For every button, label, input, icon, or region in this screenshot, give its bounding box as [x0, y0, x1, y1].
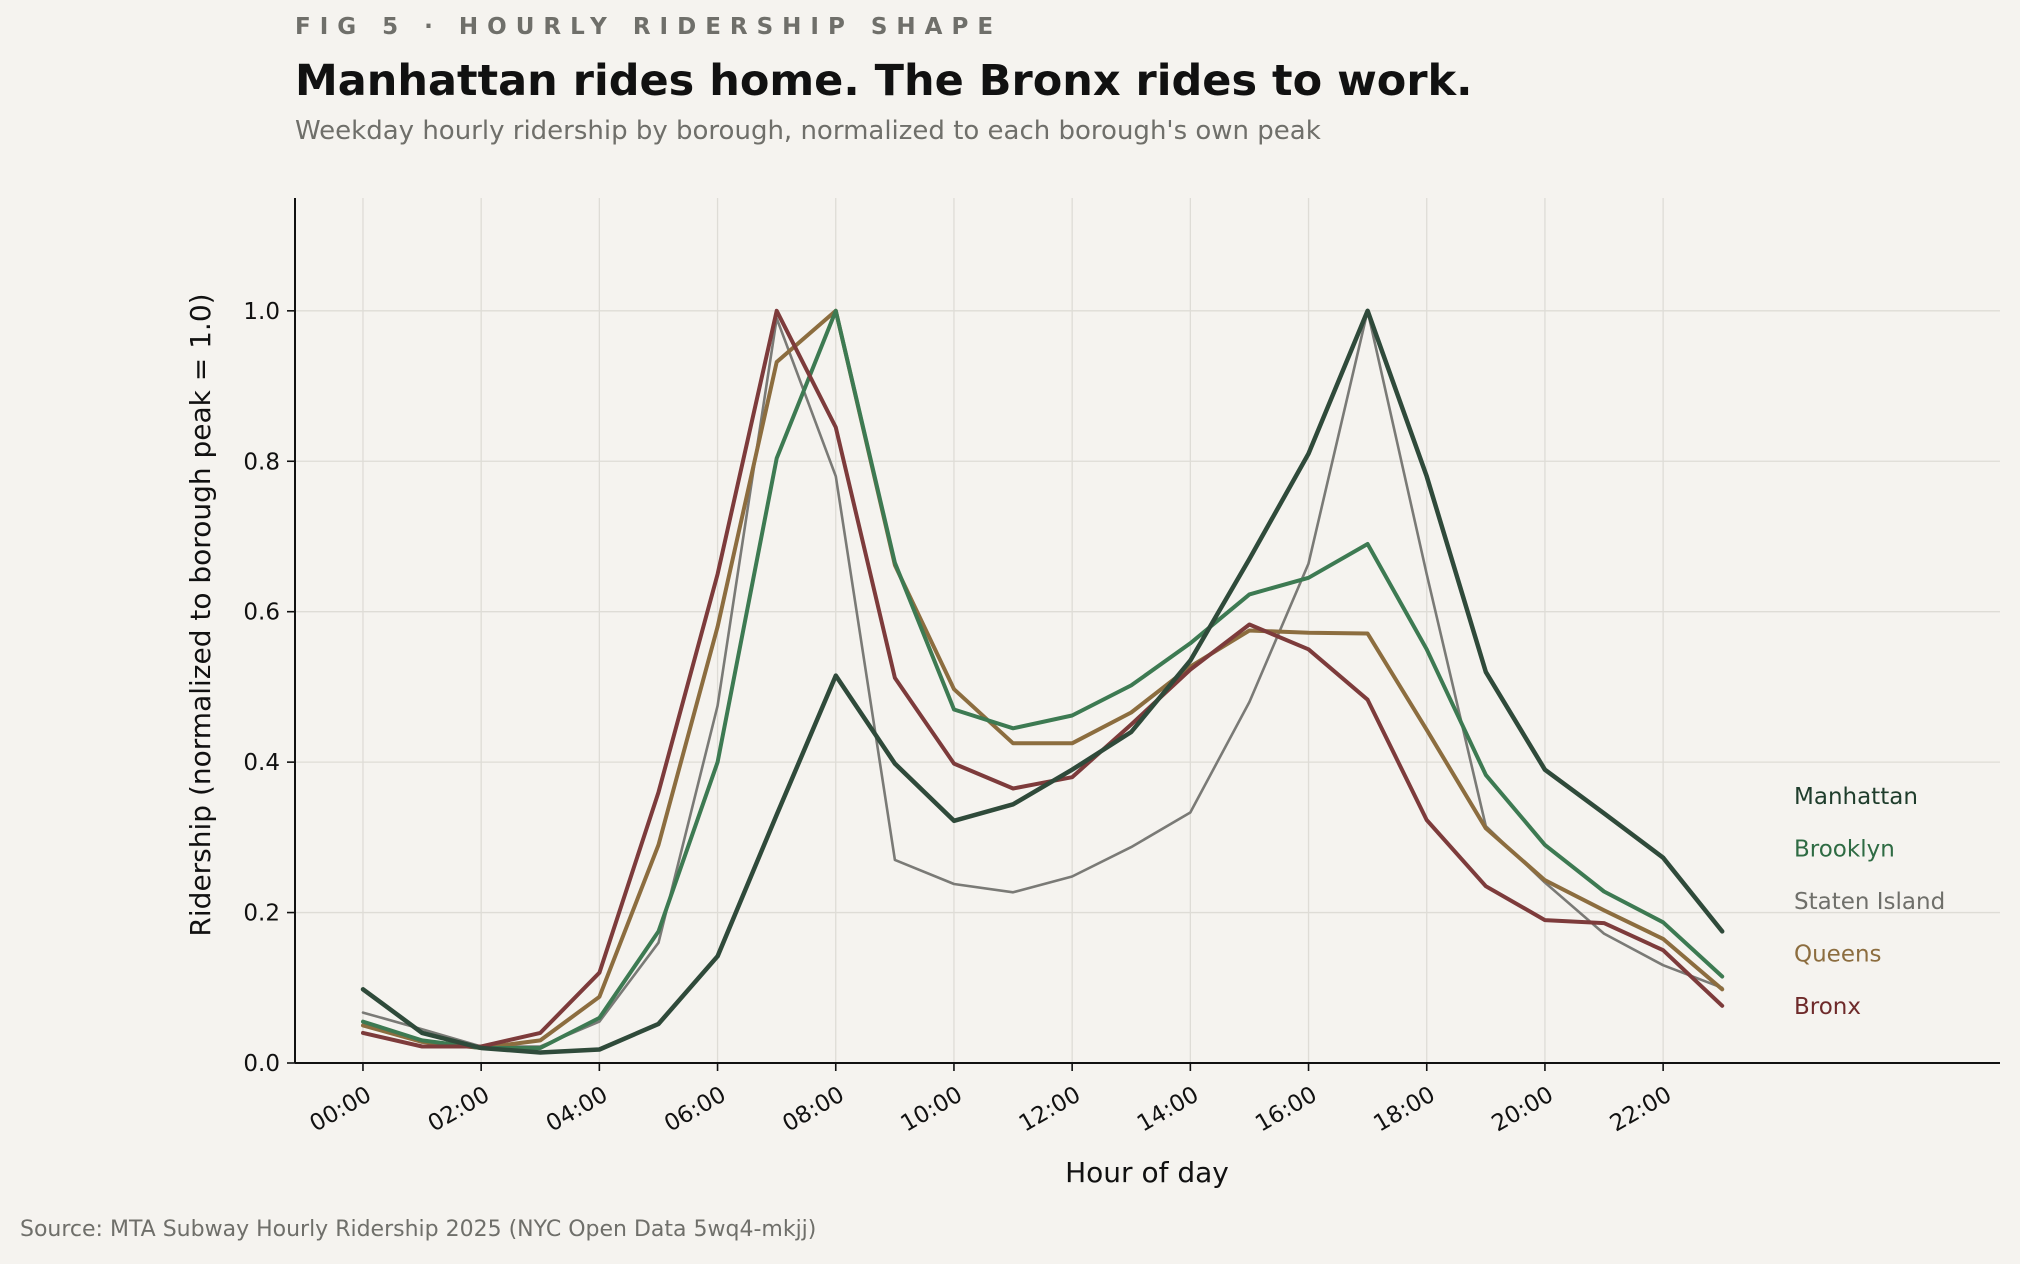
series-line-brooklyn	[361, 308, 1725, 1050]
axes	[294, 198, 2000, 1064]
x-tick-label: 10:00	[897, 1082, 967, 1138]
x-tick-label: 00:00	[306, 1082, 376, 1138]
legend-label-bronx: Bronx	[1794, 994, 1861, 1020]
legend-label-staten-island: Staten Island	[1794, 889, 1945, 915]
figure-kicker: FIG 5 · HOURLY RIDERSHIP SHAPE	[295, 14, 1003, 40]
x-axis-label: Hour of day	[1065, 1156, 1229, 1189]
x-tick-label: 20:00	[1488, 1082, 1558, 1138]
series-line-manhattan	[360, 308, 1725, 1055]
legend-label-manhattan: Manhattan	[1794, 784, 1918, 810]
legend-label-brooklyn: Brooklyn	[1794, 837, 1895, 863]
y-tick-label: 0.8	[243, 449, 280, 475]
x-tick-label: 14:00	[1133, 1082, 1203, 1138]
y-tick-label: 0.6	[243, 600, 280, 626]
x-tick-label: 04:00	[542, 1082, 612, 1138]
source-note: Source: MTA Subway Hourly Ridership 2025…	[20, 1217, 817, 1242]
x-tick-label: 16:00	[1251, 1082, 1321, 1138]
y-tick-label: 0.2	[243, 901, 280, 927]
x-tick-label: 08:00	[778, 1082, 848, 1138]
y-axis-label: Ridership (normalized to borough peak = …	[184, 293, 217, 936]
chart-subtitle: Weekday hourly ridership by borough, nor…	[295, 116, 1321, 146]
grid-lines	[295, 198, 2000, 1064]
x-tick-label: 18:00	[1369, 1082, 1439, 1138]
x-tick-label: 02:00	[424, 1082, 494, 1138]
y-tick-label: 1.0	[243, 299, 280, 325]
series-line-queens	[361, 308, 1725, 1050]
x-tick-label: 06:00	[660, 1082, 730, 1138]
legend: Manhattan Brooklyn Staten Island Queens Bron…	[1794, 784, 1945, 1020]
series-lines	[360, 308, 1725, 1055]
x-tick-label: 12:00	[1015, 1082, 1085, 1138]
x-tick-label: 22:00	[1606, 1082, 1676, 1138]
series-line-staten-island	[361, 309, 1724, 1048]
series-line-bronx	[361, 308, 1725, 1049]
y-tick-label: 0.0	[243, 1051, 280, 1077]
chart-title: Manhattan rides home. The Bronx rides to…	[295, 56, 1473, 106]
legend-label-queens: Queens	[1794, 942, 1882, 968]
y-tick-label: 0.4	[243, 750, 280, 776]
